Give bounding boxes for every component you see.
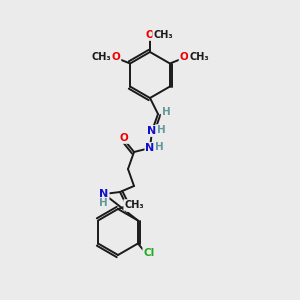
Text: O: O	[146, 30, 154, 40]
Text: N: N	[146, 143, 154, 153]
Text: O: O	[112, 52, 121, 62]
Text: CH₃: CH₃	[189, 52, 209, 62]
Text: O: O	[127, 201, 135, 211]
Text: H: H	[154, 142, 164, 152]
Text: Cl: Cl	[143, 248, 155, 257]
Text: O: O	[179, 52, 188, 62]
Text: N: N	[147, 126, 157, 136]
Text: CH₃: CH₃	[124, 200, 144, 210]
Text: H: H	[162, 107, 170, 117]
Text: CH₃: CH₃	[91, 52, 111, 62]
Text: H: H	[157, 125, 165, 135]
Text: O: O	[120, 133, 128, 143]
Text: CH₃: CH₃	[153, 30, 173, 40]
Text: N: N	[99, 189, 109, 199]
Text: H: H	[99, 198, 107, 208]
